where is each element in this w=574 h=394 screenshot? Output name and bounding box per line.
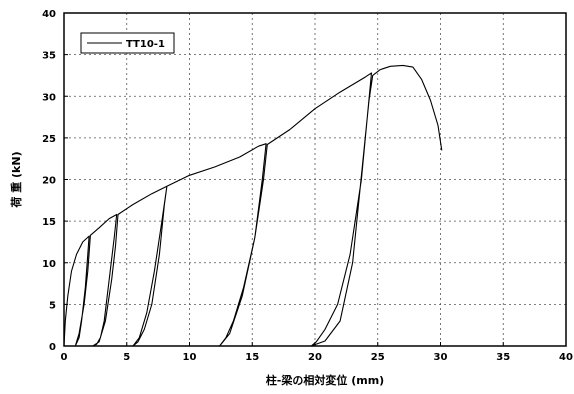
x-tick-label: 15 bbox=[245, 352, 259, 363]
legend-box bbox=[80, 32, 175, 54]
y-tick-label: 25 bbox=[42, 134, 56, 145]
x-tick-label: 25 bbox=[371, 352, 385, 363]
x-tick-label: 20 bbox=[308, 352, 322, 363]
y-axis-label: 荷 重 (kN) bbox=[9, 151, 23, 208]
legend: TT10-1 bbox=[80, 32, 175, 54]
series-line bbox=[63, 64, 443, 347]
x-axis-label: 柱-梁の相対変位 (mm) bbox=[266, 373, 384, 387]
y-tick-label: 5 bbox=[49, 300, 56, 311]
y-tick-label: 15 bbox=[42, 217, 56, 228]
x-tick-label: 10 bbox=[183, 352, 197, 363]
y-tick-label: 40 bbox=[42, 9, 56, 20]
y-tick-label: 20 bbox=[42, 176, 56, 187]
axis-ticks: 0 5 10 15 20 25 30 35 40 0 5 10 15 20 25 30 35 40 bbox=[42, 9, 573, 363]
x-tick-label: 30 bbox=[434, 352, 448, 363]
x-tick-label: 35 bbox=[496, 352, 510, 363]
y-tick-label: 0 bbox=[49, 342, 56, 353]
grid-lines bbox=[64, 13, 566, 346]
x-tick-label: 5 bbox=[123, 352, 130, 363]
y-tick-label: 10 bbox=[42, 259, 56, 270]
x-tick-label: 0 bbox=[61, 352, 68, 363]
series-layer bbox=[63, 64, 443, 347]
x-tick-label: 40 bbox=[559, 352, 573, 363]
legend-label: TT10-1 bbox=[126, 39, 165, 50]
y-tick-label: 30 bbox=[42, 92, 56, 103]
y-tick-label: 35 bbox=[42, 51, 56, 62]
